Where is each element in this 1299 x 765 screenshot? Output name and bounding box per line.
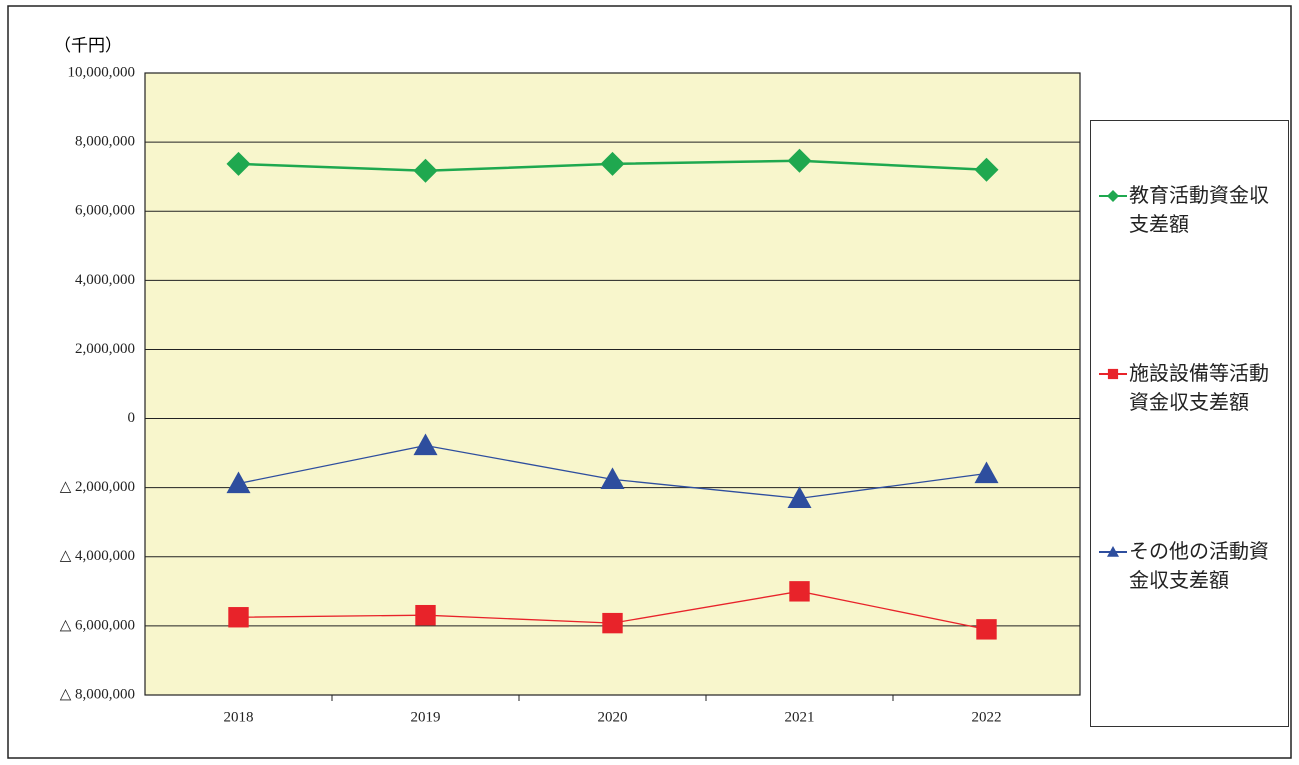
legend-label: 施設設備等活動資金収支差額	[1129, 361, 1269, 414]
x-tick-label: 2022	[972, 709, 1002, 725]
y-tick-label: △ 6,000,000	[60, 617, 135, 633]
y-tick-label: 0	[128, 410, 136, 426]
y-tick-label: △ 2,000,000	[60, 479, 135, 495]
legend-swatch	[1099, 368, 1127, 380]
y-tick-label: △ 4,000,000	[60, 548, 135, 564]
x-tick-label: 2019	[411, 709, 441, 725]
marker	[1107, 546, 1119, 557]
marker	[974, 157, 999, 182]
y-tick-label: △ 8,000,000	[60, 686, 135, 702]
marker	[413, 433, 438, 456]
legend-swatch	[1099, 546, 1127, 557]
legend-swatch	[1099, 190, 1127, 202]
marker	[787, 486, 812, 508]
x-tick-label: 2020	[598, 709, 628, 725]
y-tick-label: 10,000,000	[68, 64, 136, 80]
marker	[413, 158, 438, 183]
legend-item: 施設設備等活動資金収支差額	[1097, 359, 1279, 417]
legend-label: 教育活動資金収支差額	[1129, 183, 1269, 236]
frame	[7, 5, 1292, 759]
legend: 教育活動資金収支差額 施設設備等活動資金収支差額 その他の活動資金収支差額	[1090, 120, 1289, 727]
marker	[789, 581, 810, 602]
marker	[974, 461, 999, 484]
marker	[226, 471, 251, 494]
marker	[602, 612, 623, 634]
marker	[228, 607, 249, 628]
marker	[1107, 190, 1119, 202]
legend-item: その他の活動資金収支差額	[1097, 537, 1279, 595]
y-tick-label: 6,000,000	[75, 203, 135, 219]
marker	[787, 148, 812, 173]
plot-border	[144, 72, 1081, 696]
y-tick-label: 4,000,000	[75, 272, 135, 288]
y-tick-label: 2,000,000	[75, 341, 135, 357]
marker	[415, 604, 436, 626]
plot-area	[145, 73, 1080, 695]
x-tick-label: 2018	[224, 709, 254, 725]
unit-label: （千円）	[54, 36, 122, 56]
marker	[226, 151, 251, 176]
legend-item: 教育活動資金収支差額	[1097, 181, 1279, 239]
marker	[600, 151, 625, 176]
legend-label: その他の活動資金収支差額	[1129, 539, 1269, 592]
marker	[600, 467, 625, 489]
y-tick-label: 8,000,000	[75, 134, 135, 150]
marker	[976, 619, 997, 640]
marker	[1107, 368, 1119, 380]
x-tick-label: 2021	[785, 709, 815, 725]
